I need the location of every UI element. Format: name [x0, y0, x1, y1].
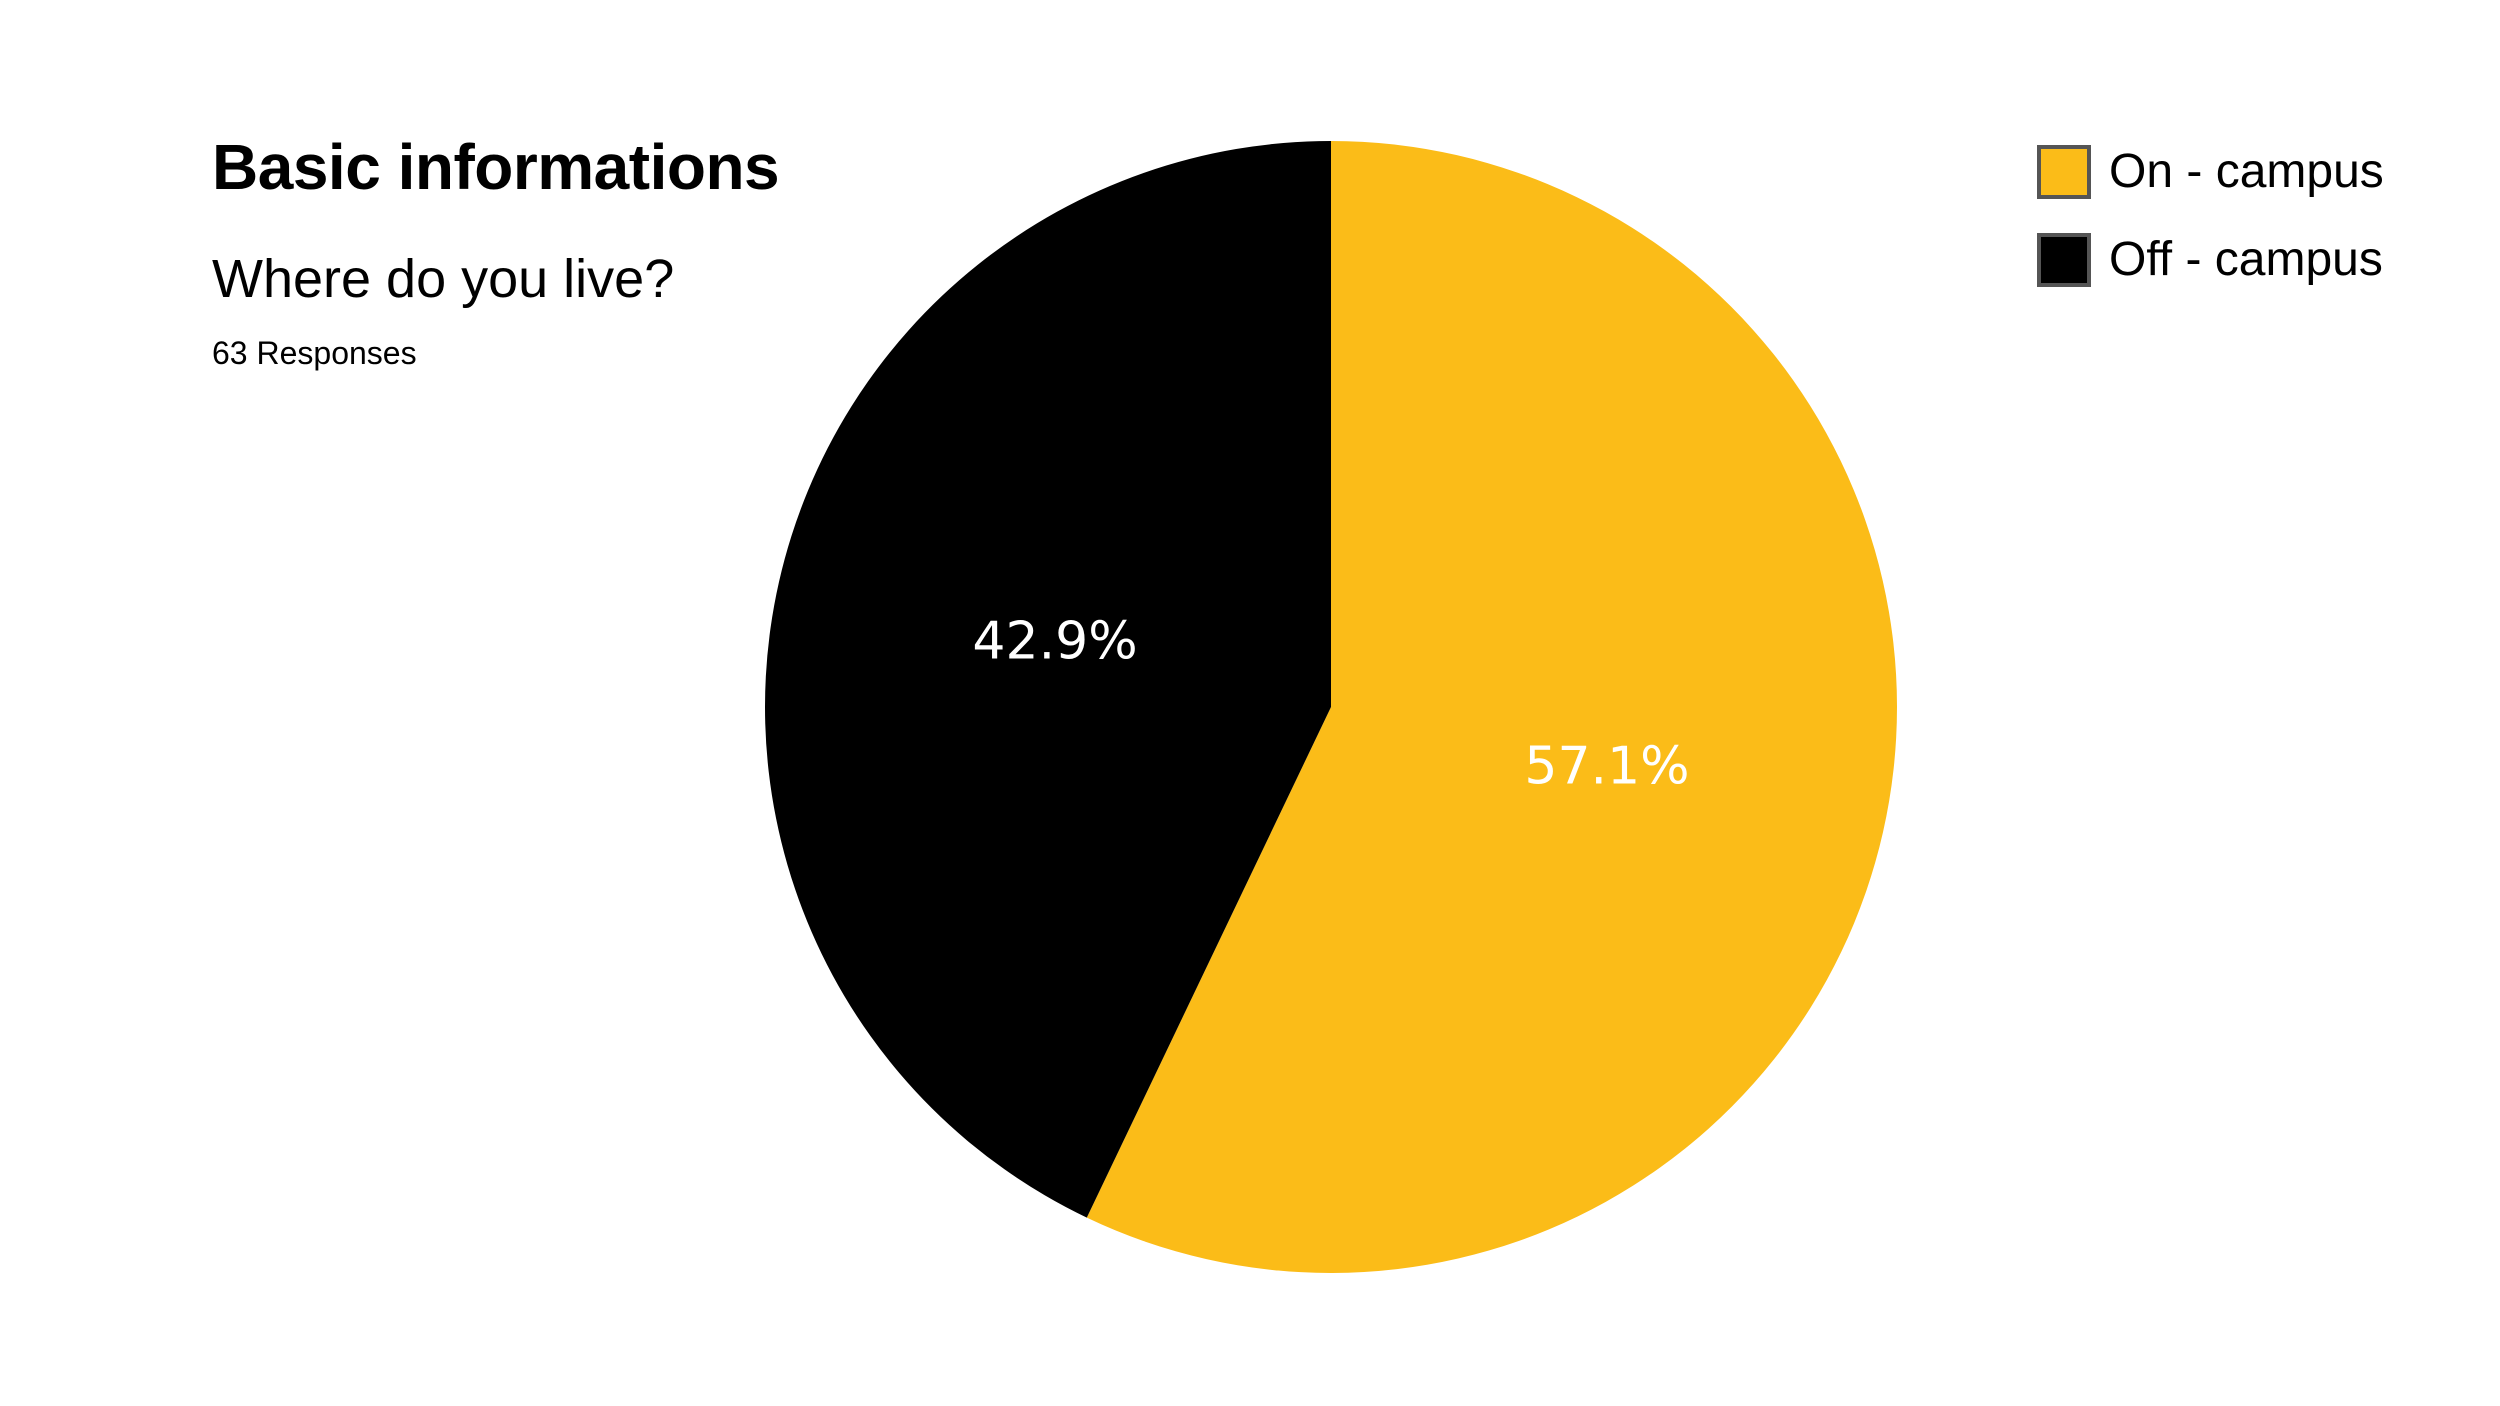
- legend-label-on-campus: On - campus: [2109, 145, 2384, 198]
- legend-label-off-campus: Off - campus: [2109, 233, 2383, 286]
- pie-slice-off-campus[interactable]: [765, 141, 1331, 1218]
- legend-swatch-on-campus: [2037, 145, 2091, 199]
- pie-slice-on-campus[interactable]: [1086, 141, 1897, 1273]
- section-title: Basic informations: [212, 131, 780, 203]
- legend-item-off-campus[interactable]: Off - campus: [2037, 230, 2384, 290]
- response-count: 63 Responses: [212, 335, 417, 371]
- slice-label-off-campus: 42.9%: [972, 611, 1137, 671]
- chart-legend: On - campus Off - campus: [2037, 142, 2384, 318]
- legend-swatch-off-campus: [2037, 233, 2091, 287]
- legend-item-on-campus[interactable]: On - campus: [2037, 142, 2384, 202]
- slice-label-on-campus: 57.1%: [1524, 737, 1689, 797]
- question-title: Where do you live?: [212, 249, 675, 309]
